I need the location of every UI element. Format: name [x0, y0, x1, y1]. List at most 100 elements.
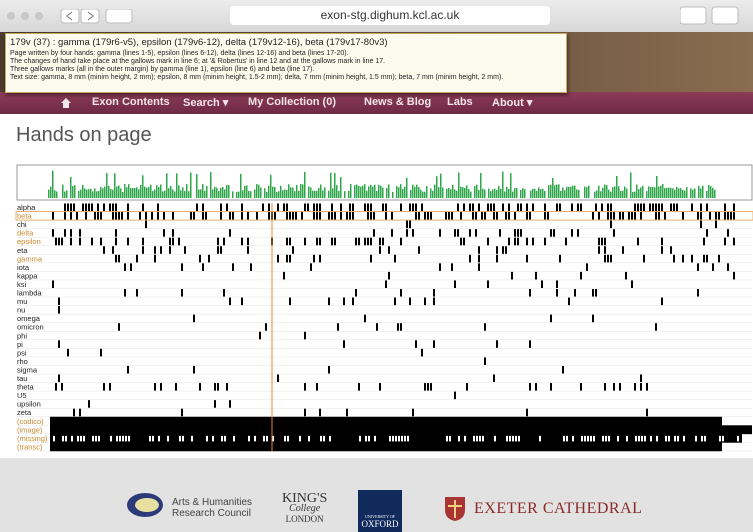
- histogram-bar: [318, 188, 320, 198]
- gap: [320, 436, 322, 442]
- hand-bar: [529, 383, 531, 391]
- histogram-bar: [190, 173, 192, 198]
- hand-bar: [196, 204, 198, 212]
- histogram-bar: [358, 186, 360, 198]
- histogram-bar: [672, 188, 674, 198]
- hand-bar: [328, 298, 330, 306]
- histogram-bar: [228, 185, 230, 198]
- gap: [458, 436, 460, 442]
- hand-block: [50, 425, 752, 434]
- gap: [509, 436, 511, 442]
- hand-bar: [55, 238, 57, 246]
- gap: [515, 436, 517, 442]
- gap: [494, 436, 496, 442]
- histogram-bar: [320, 184, 322, 198]
- hand-bar: [658, 212, 660, 220]
- histogram-bar: [112, 190, 114, 198]
- histogram-bar: [674, 190, 676, 198]
- hand-bar: [319, 238, 321, 246]
- hand-bar: [331, 238, 333, 246]
- histogram-bar: [272, 187, 274, 198]
- histogram-bar: [702, 186, 704, 198]
- hand-bar: [73, 204, 75, 212]
- histogram-bar: [658, 187, 660, 198]
- hand-bar: [232, 212, 234, 220]
- hand-bar: [160, 246, 162, 254]
- hand-bar: [58, 238, 60, 246]
- hand-bar: [526, 204, 528, 212]
- hand-bar: [457, 204, 459, 212]
- nav-item[interactable]: News & Blog: [364, 96, 431, 108]
- hand-bar: [304, 238, 306, 246]
- hand-bar: [115, 229, 117, 237]
- hand-bar: [550, 229, 552, 237]
- gap: [449, 436, 451, 442]
- hand-bar: [478, 255, 480, 263]
- hand-bar: [139, 212, 141, 220]
- hand-bar: [127, 212, 129, 220]
- nav-item[interactable]: About ▾: [492, 96, 532, 109]
- hand-bar: [664, 212, 666, 220]
- hand-bar: [517, 238, 519, 246]
- hand-bar: [469, 204, 471, 212]
- histogram-bar: [300, 184, 302, 198]
- hand-bar: [319, 204, 321, 212]
- hand-bar: [112, 204, 114, 212]
- hand-bar: [514, 229, 516, 237]
- hand-bar: [181, 289, 183, 297]
- histogram-bar: [72, 186, 74, 198]
- histogram-bar: [304, 172, 306, 198]
- hand-bar: [85, 204, 87, 212]
- hand-bar: [247, 212, 249, 220]
- hand-bar: [343, 340, 345, 348]
- histogram-bar: [212, 189, 214, 198]
- histogram-bar: [616, 176, 618, 198]
- hands-chart: alphabetachideltaepsilonetagammaiotakapp…: [0, 160, 753, 455]
- histogram-bar: [608, 190, 610, 198]
- hand-bar: [103, 383, 105, 391]
- hand-bar: [640, 383, 642, 391]
- histogram-bar: [618, 186, 620, 198]
- histogram-bar: [676, 187, 678, 198]
- url-bar[interactable]: exon-stg.dighum.kcl.ac.uk: [230, 6, 550, 25]
- nav-item[interactable]: My Collection (0): [248, 96, 336, 108]
- hand-bar: [577, 204, 579, 212]
- hand-bar: [559, 204, 561, 212]
- histogram-bar: [682, 190, 684, 198]
- histogram-bar: [96, 191, 98, 198]
- hand-bar: [304, 383, 306, 391]
- hand-bar: [328, 212, 330, 220]
- home-icon[interactable]: [60, 97, 72, 109]
- hand-bar: [715, 221, 717, 229]
- gap: [116, 436, 118, 442]
- histogram-bar: [282, 190, 284, 198]
- histogram-bar: [168, 188, 170, 198]
- hand-bar: [673, 204, 675, 212]
- hand-bar: [610, 212, 612, 220]
- hand-bar: [409, 204, 411, 212]
- gap: [695, 436, 697, 442]
- hand-bar: [493, 204, 495, 212]
- hand-bar: [571, 229, 573, 237]
- histogram-bar: [154, 190, 156, 198]
- histogram-bar: [456, 191, 458, 198]
- hand-bar: [484, 357, 486, 365]
- hand-bar: [154, 383, 156, 391]
- hand-bar: [550, 315, 552, 323]
- hand-bar: [124, 289, 126, 297]
- hand-bar: [499, 229, 501, 237]
- hand-bar: [127, 204, 129, 212]
- hand-bar: [283, 204, 285, 212]
- histogram-bar: [638, 189, 640, 198]
- histogram-bar: [670, 188, 672, 198]
- histogram-bar: [238, 192, 240, 198]
- hand-bar: [493, 375, 495, 383]
- hand-bar: [661, 298, 663, 306]
- nav-item[interactable]: Exon Contents: [92, 96, 170, 108]
- hand-bar: [52, 212, 54, 220]
- hand-bar: [697, 289, 699, 297]
- hand-bar: [199, 255, 201, 263]
- nav-item[interactable]: Labs: [447, 96, 473, 108]
- gap: [683, 436, 685, 442]
- nav-item[interactable]: Search ▾: [183, 96, 228, 109]
